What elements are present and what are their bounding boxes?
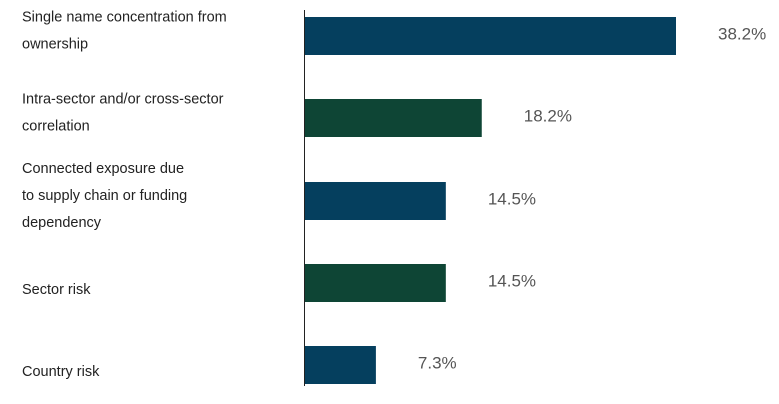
bar — [305, 264, 446, 302]
category-label: to supply chain or funding — [22, 188, 187, 204]
category-label: Connected exposure due — [22, 161, 184, 177]
category-label: ownership — [22, 36, 88, 52]
bar — [305, 346, 376, 384]
bar-value-label: 38.2% — [718, 24, 766, 43]
bar — [305, 17, 676, 55]
bar-value-label: 14.5% — [488, 189, 536, 208]
bar-value-label: 14.5% — [488, 271, 536, 290]
bar-value-label: 18.2% — [524, 106, 572, 125]
category-label: Sector risk — [22, 282, 91, 298]
category-label: Intra-sector and/or cross-sector — [22, 91, 224, 107]
category-label: correlation — [22, 118, 90, 134]
category-label: Single name concentration from — [22, 9, 227, 25]
category-label: Country risk — [22, 364, 100, 380]
category-label: dependency — [22, 215, 102, 231]
bar-value-label: 7.3% — [418, 353, 457, 372]
bar — [305, 99, 482, 137]
bar — [305, 182, 446, 220]
